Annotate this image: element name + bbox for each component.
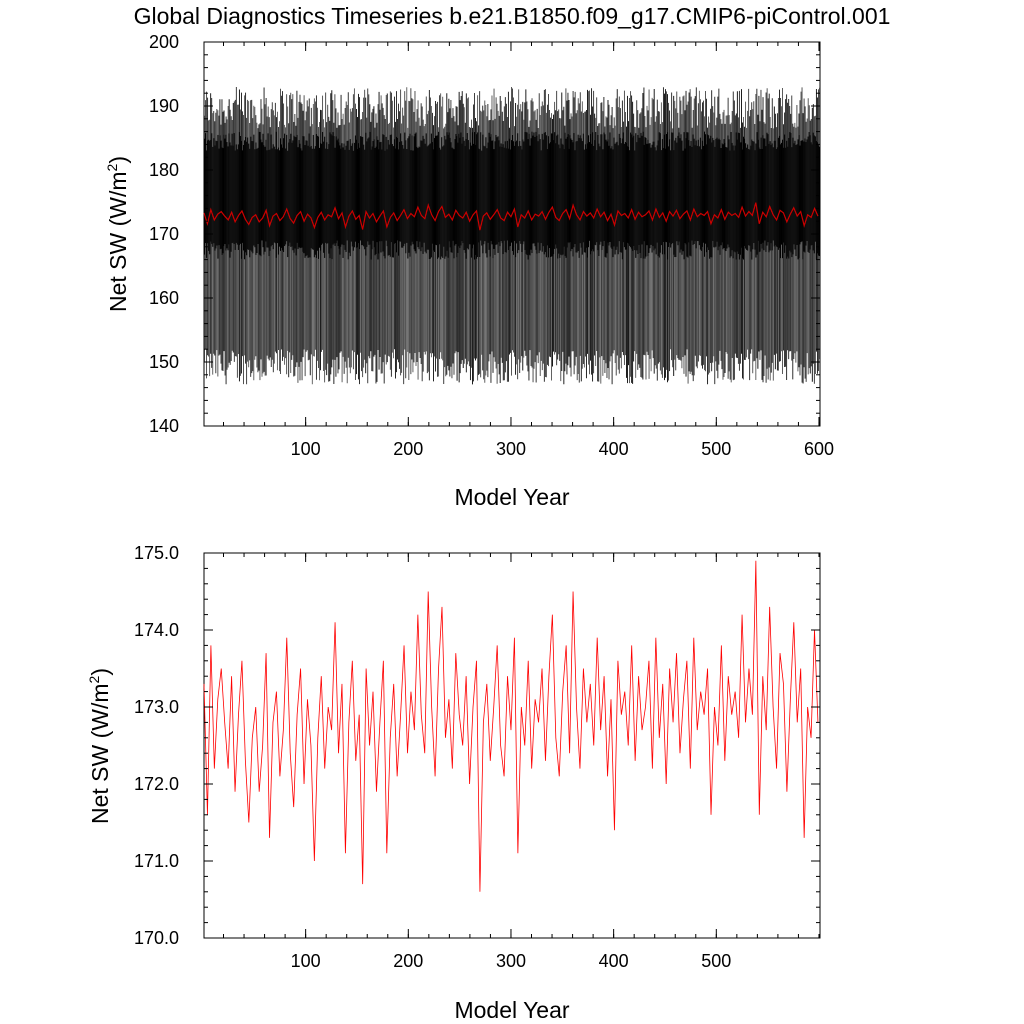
top-axis-ticks: 100 200 300 400 500 600 140 150 160 170 180 190 200: [149, 32, 834, 459]
figure-title: Global Diagnostics Timeseries b.e21.B185…: [134, 3, 891, 29]
top-xaxis-label: Model Year: [454, 484, 569, 510]
y-tick-label: 190: [149, 96, 179, 116]
bottom-yaxis-label: Net SW (W/m2): [86, 668, 113, 824]
x-tick-label: 500: [701, 951, 731, 971]
top-yaxis-label: Net SW (W/m2): [104, 156, 131, 312]
top-annual-series-line: [203, 202, 819, 231]
bottom-xaxis-label: Model Year: [454, 997, 569, 1023]
x-tick-label: 600: [804, 439, 834, 459]
x-tick-label: 200: [393, 951, 423, 971]
x-tick-label: 400: [599, 951, 629, 971]
x-tick-label: 400: [599, 439, 629, 459]
top-plot-frame: [203, 41, 821, 427]
y-tick-label: 200: [149, 32, 179, 52]
y-tick-label: 140: [149, 416, 179, 436]
y-tick-label: 170.0: [134, 928, 179, 948]
x-tick-label: 200: [393, 439, 423, 459]
y-tick-label: 160: [149, 288, 179, 308]
x-tick-label: 500: [701, 439, 731, 459]
x-tick-label: 100: [291, 439, 321, 459]
x-tick-label: 100: [291, 951, 321, 971]
y-tick-label: 173.0: [134, 697, 179, 717]
bottom-plot-frame: [203, 552, 821, 939]
bottom-annual-series-line: [203, 560, 819, 892]
bottom-panel: 100 200 300 400 500 170.0 171.0 172.0 173.0 174.0…: [86, 543, 821, 1023]
x-tick-label: 300: [496, 951, 526, 971]
top-panel: 100 200 300 400 500 600140150160170180190200 …: [104, 32, 834, 510]
y-tick-label: 180: [149, 160, 179, 180]
y-tick-label: 174.0: [134, 620, 179, 640]
y-tick-label: 171.0: [134, 851, 179, 871]
top-monthly-series: [204, 86, 820, 385]
y-tick-label: 150: [149, 352, 179, 372]
x-tick-label: 300: [496, 439, 526, 459]
y-tick-label: 172.0: [134, 774, 179, 794]
y-tick-label: 175.0: [134, 543, 179, 563]
bottom-axis-ticks: 100 200 300 400 500 170.0 171.0 172.0 173.0 174.0…: [134, 543, 820, 971]
y-tick-label: 170: [149, 224, 179, 244]
